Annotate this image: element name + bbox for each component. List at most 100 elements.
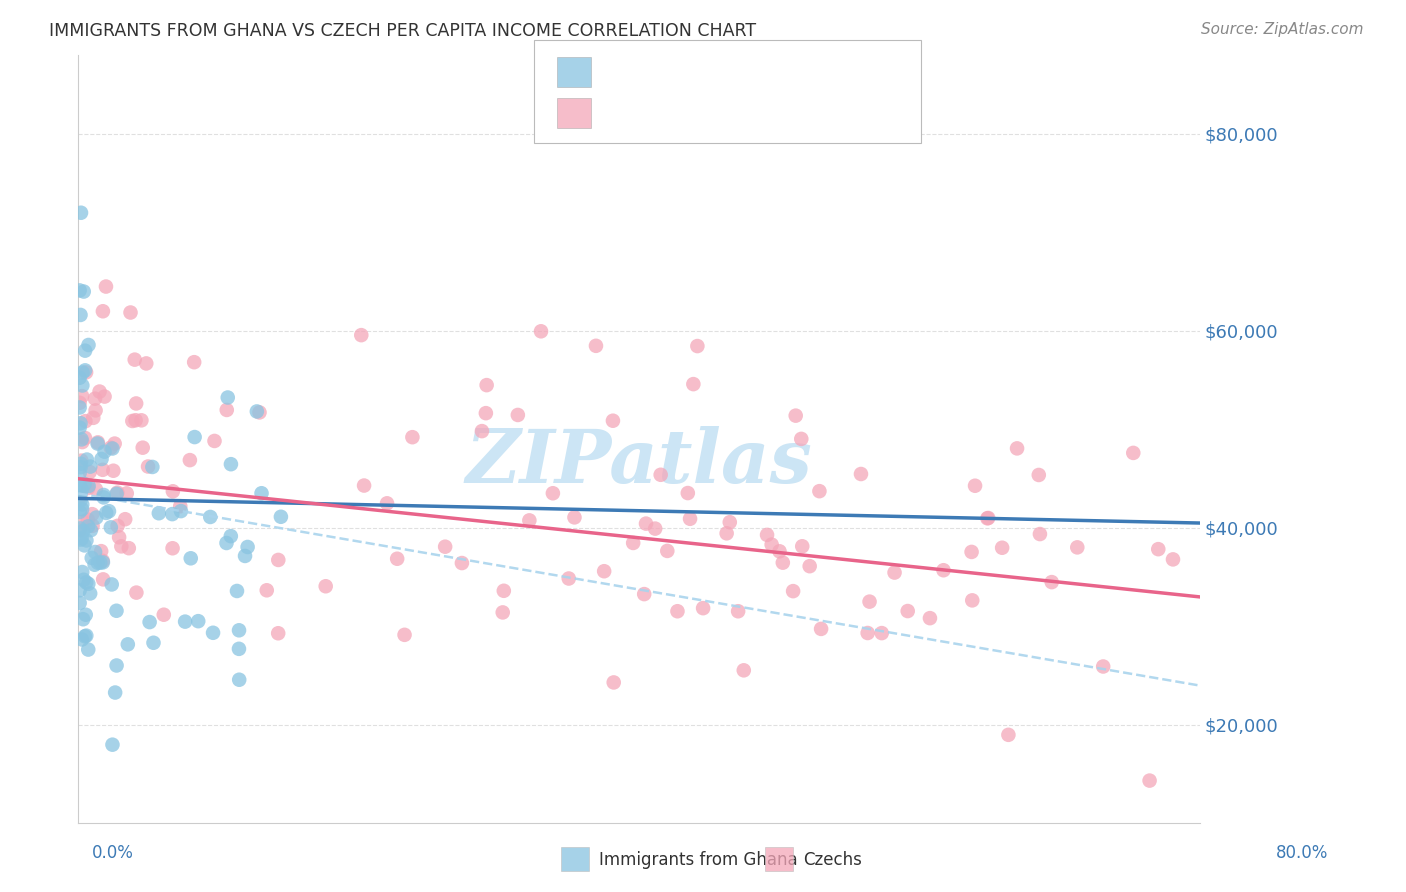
Point <box>162 484 184 499</box>
Point <box>73 431 96 445</box>
Point <box>768 544 790 558</box>
Text: Immigrants from Ghana: Immigrants from Ghana <box>599 851 797 869</box>
Point <box>98 504 121 518</box>
Point <box>86 510 108 524</box>
Point <box>79 586 101 600</box>
Point <box>80 550 103 565</box>
Point <box>976 511 998 525</box>
Point <box>93 390 115 404</box>
Point <box>249 405 271 419</box>
Point <box>394 628 416 642</box>
Point <box>180 551 202 566</box>
Point <box>228 641 250 656</box>
Point <box>125 585 148 599</box>
Point <box>215 403 238 417</box>
Point <box>77 642 100 657</box>
Point <box>650 467 672 482</box>
Point <box>960 545 983 559</box>
Point <box>91 554 114 568</box>
Point <box>621 536 644 550</box>
Point <box>1092 659 1115 673</box>
Point <box>799 559 821 574</box>
Point <box>256 583 278 598</box>
Point <box>991 541 1014 555</box>
Point <box>204 434 226 448</box>
Point <box>72 515 94 529</box>
Point <box>83 558 105 572</box>
Point <box>246 404 269 418</box>
Point <box>856 626 879 640</box>
Point <box>70 453 93 467</box>
Point <box>1005 442 1028 456</box>
Point <box>267 553 290 567</box>
Point <box>69 596 91 610</box>
Text: R =: R = <box>603 63 643 81</box>
Point <box>682 377 704 392</box>
Point <box>132 441 155 455</box>
Point <box>131 413 153 427</box>
Point <box>385 551 408 566</box>
Point <box>91 573 114 587</box>
Point <box>475 378 498 392</box>
Point <box>69 479 91 493</box>
Point <box>87 556 110 570</box>
Point <box>124 352 146 367</box>
Point <box>82 507 104 521</box>
Point <box>475 406 498 420</box>
Point <box>69 533 91 547</box>
Text: Source: ZipAtlas.com: Source: ZipAtlas.com <box>1201 22 1364 37</box>
Text: 0.0%: 0.0% <box>91 844 134 862</box>
Point <box>870 626 893 640</box>
Text: -0.054: -0.054 <box>643 63 707 81</box>
Point <box>602 675 624 690</box>
Point <box>105 604 128 618</box>
Point <box>602 414 624 428</box>
Point <box>75 414 97 428</box>
Point <box>69 284 91 298</box>
Point <box>530 324 553 338</box>
Point <box>202 625 225 640</box>
Point <box>91 555 114 569</box>
Point <box>96 506 118 520</box>
Point <box>82 410 104 425</box>
Point <box>169 499 191 513</box>
Point <box>110 540 132 554</box>
Point <box>79 459 101 474</box>
Text: R =: R = <box>603 104 643 122</box>
Text: ZIPatlas: ZIPatlas <box>465 426 813 499</box>
Point <box>228 624 250 638</box>
Point <box>70 433 93 447</box>
Point <box>69 505 91 519</box>
Point <box>790 432 813 446</box>
Point <box>162 541 184 556</box>
Point <box>89 556 111 570</box>
Point <box>138 615 160 629</box>
Point <box>87 435 110 450</box>
Point <box>108 530 131 544</box>
Point <box>451 556 474 570</box>
Point <box>70 565 93 579</box>
Point <box>135 356 157 370</box>
Point <box>94 279 117 293</box>
Point <box>69 521 91 535</box>
Point <box>105 487 128 501</box>
Text: IMMIGRANTS FROM GHANA VS CZECH PER CAPITA INCOME CORRELATION CHART: IMMIGRANTS FROM GHANA VS CZECH PER CAPIT… <box>49 22 756 40</box>
Point <box>121 414 143 428</box>
Point <box>1066 541 1088 555</box>
Point <box>75 575 97 590</box>
Point <box>977 511 1000 525</box>
Text: 98: 98 <box>765 63 796 81</box>
Point <box>118 541 141 556</box>
Point <box>226 584 249 599</box>
Point <box>1139 773 1161 788</box>
Point <box>103 464 125 478</box>
Point <box>434 540 457 554</box>
Point <box>761 538 783 552</box>
Point <box>75 343 97 358</box>
Point <box>250 486 273 500</box>
Point <box>233 549 256 563</box>
Point <box>86 436 108 450</box>
Point <box>69 583 91 598</box>
Point <box>228 673 250 687</box>
Point <box>115 486 138 500</box>
